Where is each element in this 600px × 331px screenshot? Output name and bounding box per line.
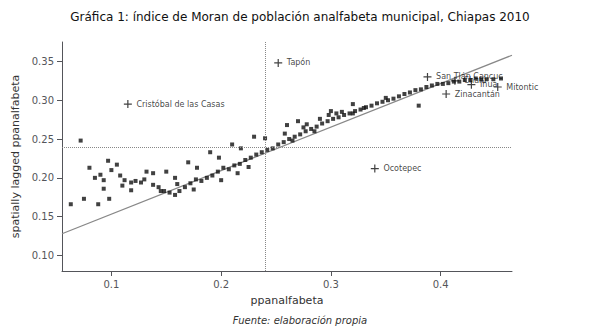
svg-text:Chalú: Chalú [463, 76, 487, 86]
svg-text:Ocotepec: Ocotepec [383, 164, 421, 173]
svg-text:0.35: 0.35 [32, 56, 54, 67]
svg-text:0.10: 0.10 [32, 250, 54, 261]
svg-text:San Tlán Cancuc: San Tlán Cancuc [436, 72, 503, 82]
svg-text:0.4: 0.4 [433, 279, 449, 290]
svg-text:Ihua: Ihua [480, 80, 498, 89]
svg-text:ppanalfabeta: ppanalfabeta [251, 294, 324, 307]
svg-text:0.2: 0.2 [213, 279, 229, 290]
svg-text:0.30: 0.30 [32, 95, 54, 106]
svg-text:Zinacantán: Zinacantán [455, 90, 500, 99]
svg-text:Mitontic: Mitontic [506, 83, 538, 92]
svg-text:0.3: 0.3 [323, 279, 339, 290]
svg-text:Tapón: Tapón [286, 57, 311, 67]
svg-text:Fuente: elaboración propia: Fuente: elaboración propia [233, 315, 367, 326]
svg-text:spatially lagged ppanalfabeta: spatially lagged ppanalfabeta [9, 75, 22, 239]
svg-text:Cristóbal de las Casas: Cristóbal de las Casas [136, 99, 224, 109]
svg-text:0.1: 0.1 [103, 279, 119, 290]
svg-text:0.15: 0.15 [32, 211, 54, 222]
svg-text:0.20: 0.20 [32, 172, 54, 183]
svg-text:Gráfica 1: índice de Moran de: Gráfica 1: índice de Moran de población … [70, 10, 530, 24]
svg-text:0.25: 0.25 [32, 134, 54, 145]
